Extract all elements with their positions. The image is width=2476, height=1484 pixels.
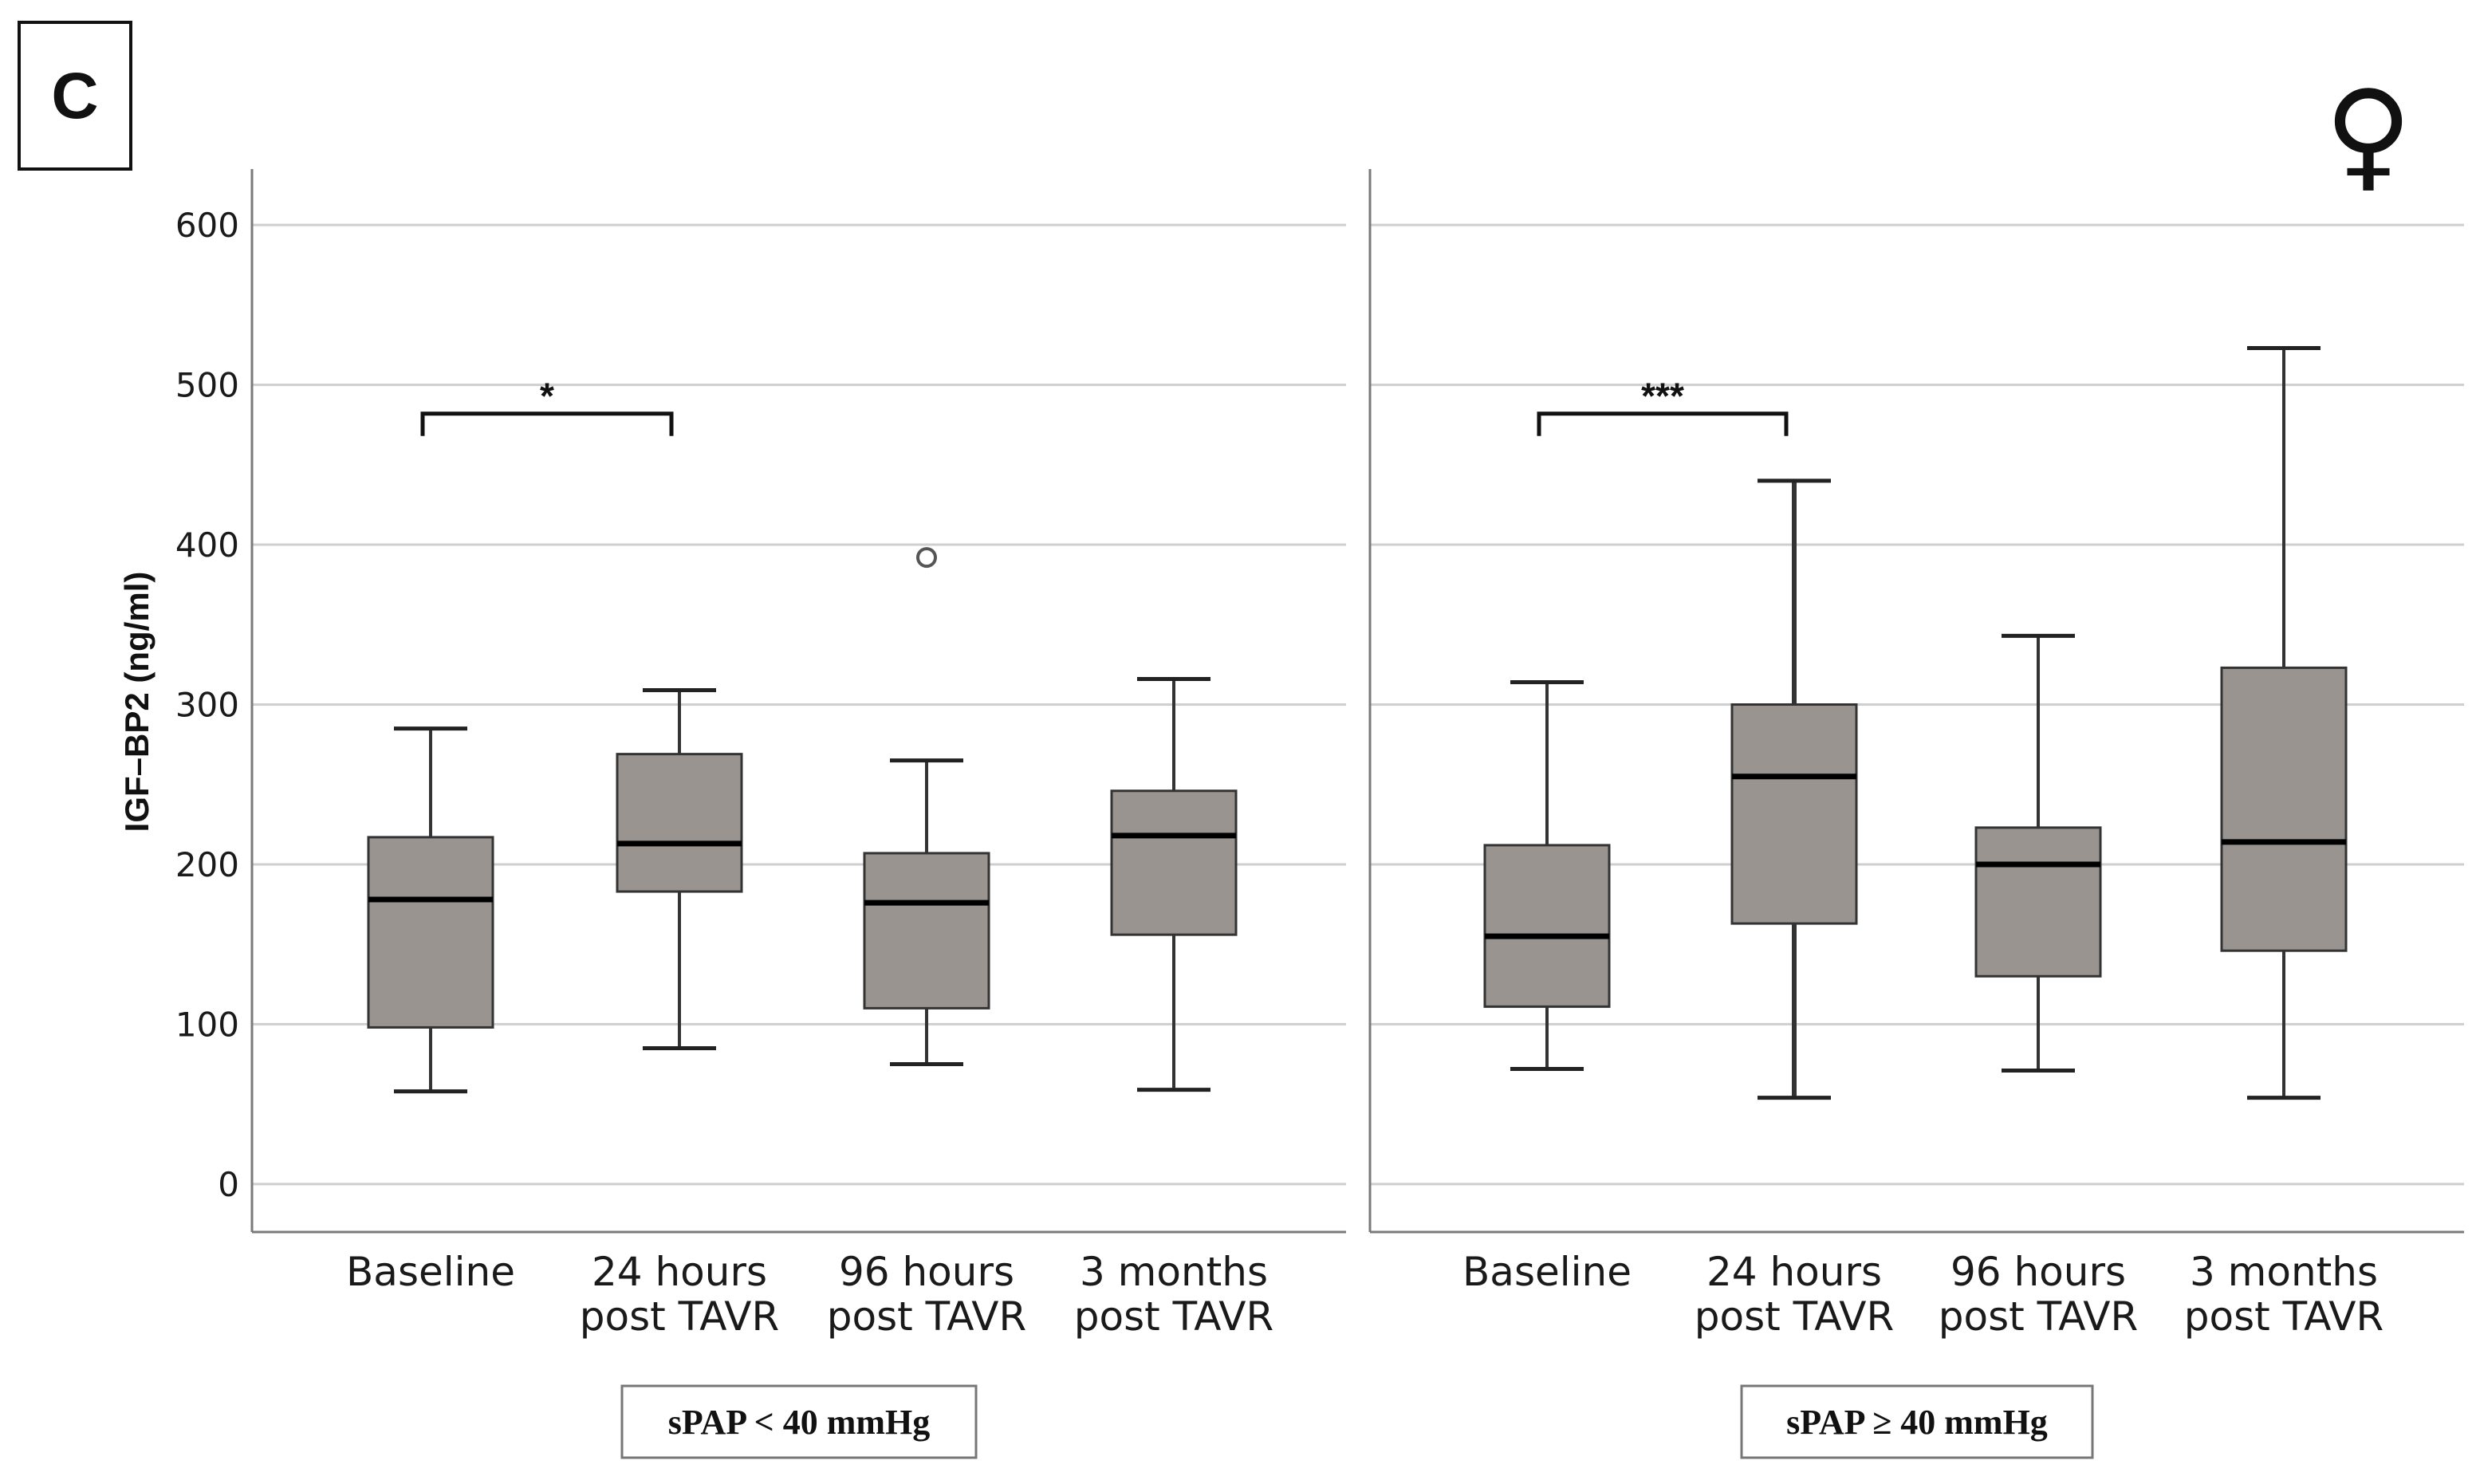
y-tick-label: 300 (175, 686, 239, 725)
significance-label: *** (1641, 376, 1684, 417)
category-label-line2: post TAVR (827, 1293, 1027, 1340)
category-label-line2: post TAVR (2184, 1293, 2384, 1340)
significance-brackets: * *** (420, 376, 1789, 436)
y-tick-labels: 0 100 200 300 400 500 600 (175, 206, 239, 1204)
group-label-frame (1740, 1384, 2094, 1459)
group-label-frame (620, 1384, 978, 1459)
female-symbol-icon: ♀ (2324, 65, 2412, 204)
gridlines (252, 223, 2464, 1186)
category-label-line1: 96 hours (839, 1249, 1014, 1295)
y-tick-label: 500 (175, 366, 239, 405)
category-label-line1: Baseline (1462, 1249, 1632, 1295)
box-iqr (1110, 789, 1238, 936)
y-tick-label: 600 (175, 206, 239, 245)
group-labels: sPAP < 40 mmHg sPAP ≥ 40 mmHg (620, 1384, 2094, 1459)
category-label-line2: post TAVR (1074, 1293, 1274, 1340)
box-iqr (1974, 826, 2102, 978)
category-label-line1: Baseline (346, 1249, 515, 1295)
box-iqr (1730, 703, 1858, 925)
y-axis-label: IGF–BP2 (ng/ml) (118, 572, 155, 833)
category-label-line1: 3 months (2190, 1249, 2378, 1295)
outlier-point (916, 547, 937, 569)
significance-label: * (540, 376, 554, 417)
group-label: sPAP < 40 mmHg (668, 1403, 931, 1442)
significance-bracket (1537, 411, 1789, 436)
group-label: sPAP ≥ 40 mmHg (1786, 1403, 2048, 1442)
boxes (367, 346, 2348, 1100)
box-iqr (1483, 844, 1611, 1008)
category-label-line2: post TAVR (1939, 1293, 2139, 1340)
y-tick-label: 200 (175, 845, 239, 884)
significance-bracket (420, 411, 674, 436)
category-label-line2: post TAVR (1695, 1293, 1895, 1340)
category-label-line1: 96 hours (1950, 1249, 2126, 1295)
category-label-line1: 3 months (1080, 1249, 1268, 1295)
category-label-line1: 24 hours (592, 1249, 767, 1295)
axes (250, 169, 2464, 1234)
box-iqr (616, 753, 743, 893)
panel-letter-frame (18, 21, 132, 171)
panel-letter: C (51, 60, 98, 132)
box-iqr (367, 836, 494, 1029)
y-tick-label: 100 (175, 1005, 239, 1044)
box-iqr (2220, 666, 2348, 952)
y-tick-label: 0 (218, 1165, 239, 1204)
category-label-line1: 24 hours (1706, 1249, 1882, 1295)
category-label-line2: post TAVR (580, 1293, 780, 1340)
box-iqr (863, 852, 990, 1010)
y-tick-label: 400 (175, 526, 239, 565)
